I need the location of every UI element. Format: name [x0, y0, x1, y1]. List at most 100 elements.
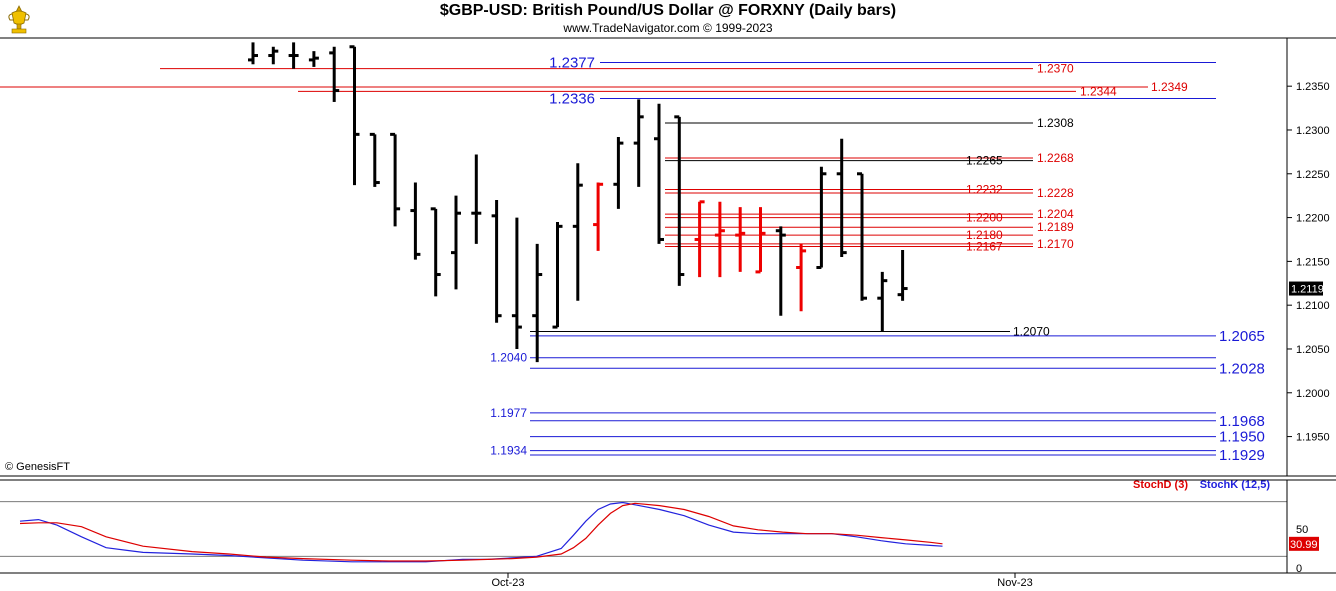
price-tick-label: 1.2300 [1296, 125, 1330, 137]
price-bar [593, 182, 604, 251]
price-bar [369, 132, 380, 187]
level-label: 1.2265 [966, 154, 1003, 168]
level-line: 1.2308 [665, 116, 1074, 130]
level-label: 1.2180 [966, 228, 1003, 242]
price-tick-label: 1.2100 [1296, 300, 1330, 312]
price-tick-label: 1.2250 [1296, 169, 1330, 181]
price-bar [471, 154, 482, 244]
price-bar [390, 132, 401, 227]
level-line: 1.2189 [665, 220, 1074, 234]
level-label: 1.2200 [966, 211, 1003, 225]
price-bar [877, 271, 888, 332]
level-line: 1.2180 [665, 228, 1033, 242]
chart-title: $GBP-USD: British Pound/US Dollar @ FORX… [439, 2, 897, 19]
price-bar [816, 166, 827, 270]
level-line: 1.2204 [665, 207, 1074, 221]
price-bar [674, 115, 685, 286]
level-line: 1.2065 [530, 328, 1265, 345]
level-line: 1.2370 [160, 62, 1074, 76]
level-line: 1.2167 [665, 239, 1033, 253]
level-line: 1.2265 [665, 154, 1033, 168]
stoch-tick-label: 0 [1296, 563, 1302, 575]
price-bar [897, 249, 908, 301]
price-bar [430, 207, 441, 297]
level-line: 1.1977 [490, 406, 1216, 420]
level-label: 1.2028 [1219, 360, 1265, 377]
price-bar [613, 136, 624, 209]
last-price-badge [1289, 281, 1323, 296]
price-bar [552, 221, 563, 329]
stoch-axis: 50 0 30.99 [1289, 524, 1319, 575]
level-label: 1.1968 [1219, 413, 1265, 430]
price-bar [349, 45, 360, 186]
price-tick-label: 1.2200 [1296, 213, 1330, 225]
level-label: 1.2167 [966, 239, 1003, 253]
price-bar [796, 243, 807, 312]
stoch-line-k [19, 501, 943, 563]
price-bar [654, 103, 664, 244]
price-panel [0, 37, 1336, 477]
level-label: 1.2232 [966, 183, 1003, 197]
price-bar [572, 163, 583, 301]
price-bar [755, 207, 766, 274]
level-label: 1.1977 [490, 406, 527, 420]
level-line: 1.2377 [549, 55, 1216, 72]
price-tick-label: 1.2150 [1296, 256, 1330, 268]
date-tick-label: Nov-23 [997, 577, 1032, 589]
level-line: 1.1929 [530, 447, 1265, 464]
price-bar [248, 42, 258, 65]
level-label: 1.2189 [1037, 220, 1074, 234]
price-bar [694, 200, 705, 278]
trophy-icon [4, 3, 34, 40]
stoch-series [19, 501, 943, 563]
level-label: 1.1929 [1219, 447, 1265, 464]
date-axis: Oct-23 Nov-23 [491, 573, 1033, 589]
level-line: 1.2028 [530, 360, 1265, 377]
level-line: 1.2344 [298, 84, 1117, 98]
last-price-label: 1.2119 [1291, 284, 1324, 296]
price-bar [511, 217, 522, 349]
price-bars [248, 42, 908, 363]
price-bar [308, 51, 319, 67]
price-bar [532, 243, 543, 363]
price-bar [451, 195, 461, 290]
date-tick-label: Oct-23 [491, 577, 524, 589]
level-line: 1.2268 [665, 151, 1074, 165]
price-bar [857, 172, 867, 301]
level-line: 1.2232 [665, 183, 1033, 197]
level-label: 1.2065 [1219, 328, 1265, 345]
level-label: 1.2308 [1037, 116, 1074, 130]
stoch-reference-lines [0, 501, 1287, 557]
level-line: 1.2170 [665, 237, 1074, 251]
level-label: 1.2370 [1037, 62, 1074, 76]
level-label: 1.2040 [490, 351, 527, 365]
legend-stochk: StochK (12,5) [1200, 479, 1271, 491]
price-bar [836, 138, 847, 257]
price-bar [491, 200, 502, 323]
level-line: 1.2200 [665, 211, 1033, 225]
level-line: 1.2228 [665, 186, 1074, 200]
price-tick-label: 1.2350 [1296, 81, 1330, 93]
price-bar [633, 99, 644, 187]
stoch-legend: StochD (3) StochK (12,5) [1133, 479, 1270, 491]
level-label: 1.2204 [1037, 207, 1074, 221]
level-label: 1.1950 [1219, 429, 1265, 446]
levels-layer: 1.2377 1.2370 1.2349 1.2344 1.2336 1.2308 1.22… [0, 55, 1265, 464]
price-axis: 1.2350 1.2300 1.2250 1.2200 1.2150 1.2100 1.20… [1287, 81, 1330, 444]
level-line: 1.1968 [530, 413, 1265, 430]
level-label: 1.1934 [490, 444, 527, 458]
level-label: 1.2336 [549, 90, 595, 107]
level-line: 1.2349 [0, 80, 1188, 94]
price-bar [775, 226, 786, 316]
level-label: 1.2377 [549, 55, 595, 72]
level-label: 1.2349 [1151, 80, 1188, 94]
price-tick-label: 1.2000 [1296, 388, 1330, 400]
stoch-value-label: 30.99 [1290, 539, 1318, 551]
copyright-text: © GenesisFT [5, 461, 70, 473]
stoch-tick-label: 50 [1296, 524, 1308, 536]
chart-subtitle: www.TradeNavigator.com © 1999-2023 [563, 21, 773, 35]
level-line: 1.2070 [530, 324, 1050, 338]
level-label: 1.2268 [1037, 151, 1074, 165]
level-label: 1.2228 [1037, 186, 1074, 200]
